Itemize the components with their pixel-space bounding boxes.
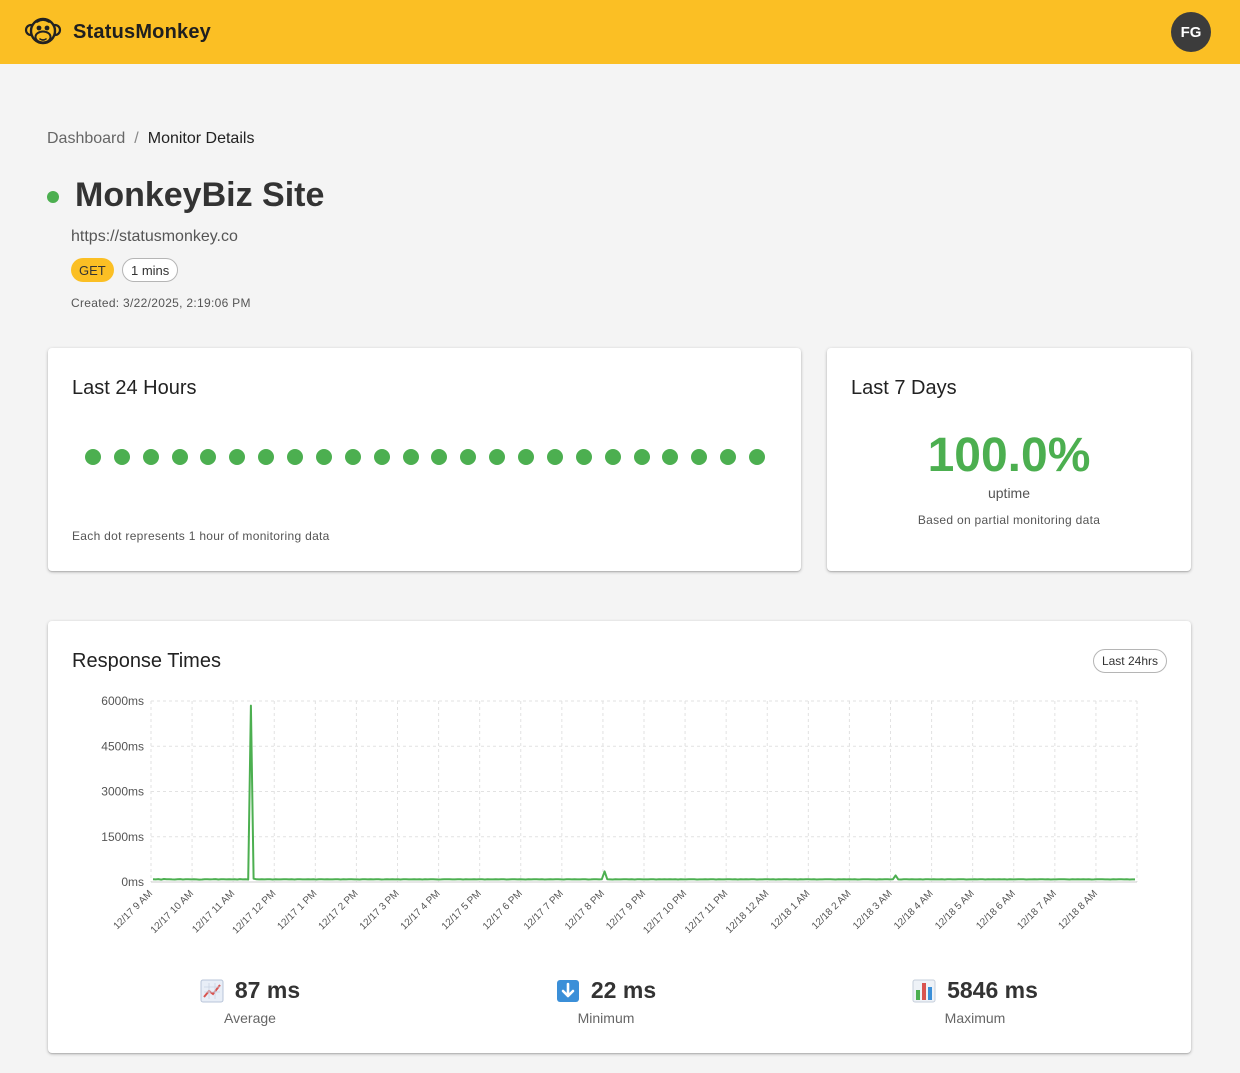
hour-status-dot[interactable]	[489, 449, 506, 465]
response-times-card: 0ms 1500ms 3000ms 4500ms 6000ms 12/17 9 AM 12/…	[48, 621, 1191, 1053]
y-tick-label: 4500ms	[101, 739, 144, 753]
check-interval-badge: 1 mins	[122, 258, 179, 282]
x-tick-label: 12/17 6 PM	[481, 888, 525, 932]
page-title: MonkeyBiz Site	[75, 176, 325, 214]
x-tick-label: 12/18 5 AM	[933, 888, 977, 932]
hour-status-dot[interactable]	[344, 449, 361, 465]
x-tick-label: 12/18 6 AM	[974, 888, 1018, 932]
created-timestamp: Created: 3/22/2025, 2:19:06 PM	[71, 296, 251, 310]
x-tick-label: 12/17 3 PM	[358, 888, 402, 932]
x-tick-label: 12/17 10 PM	[641, 888, 689, 936]
hour-status-dot[interactable]	[575, 449, 592, 465]
monkey-logo-icon	[24, 17, 62, 45]
x-tick-label: 12/18 1 AM	[769, 888, 813, 932]
x-tick-label: 12/17 9 AM	[112, 888, 156, 932]
y-tick-label: 1500ms	[101, 830, 144, 844]
hour-status-dot[interactable]	[85, 449, 101, 465]
x-tick-label: 12/17 4 PM	[399, 888, 443, 932]
hour-status-dot[interactable]	[142, 449, 159, 465]
hourly-status-dots	[85, 449, 765, 465]
breadcrumb-dashboard-link[interactable]: Dashboard	[47, 130, 126, 147]
hour-status-dot[interactable]	[633, 449, 650, 465]
x-tick-label: 12/18 3 AM	[851, 888, 895, 932]
bar-chart-icon	[912, 979, 936, 1002]
average-value: 87 ms	[234, 977, 301, 1003]
x-tick-label: 12/18 8 AM	[1056, 888, 1100, 932]
x-tick-label: 12/17 12 PM	[230, 888, 278, 936]
uptime-note: Based on partial monitoring data	[917, 513, 1101, 527]
x-tick-label: 12/17 5 PM	[440, 888, 484, 932]
user-avatar[interactable]: FG	[1171, 12, 1211, 52]
breadcrumb-separator: /	[134, 130, 139, 147]
chart-increasing-icon	[200, 979, 224, 1002]
hour-status-dot[interactable]	[402, 449, 419, 465]
hour-status-dot[interactable]	[200, 449, 217, 465]
average-label: Average	[224, 1010, 276, 1026]
hour-status-dot[interactable]	[749, 449, 765, 465]
down-arrow-icon	[556, 979, 579, 1002]
last-7-days-card: Last 7 Days 100.0% uptime Based on parti…	[827, 348, 1191, 571]
hour-status-dot[interactable]	[691, 449, 708, 465]
stat-average: 87 ms Average	[140, 977, 360, 1026]
hour-status-dot[interactable]	[171, 449, 188, 465]
breadcrumb: Dashboard / Monitor Details	[47, 130, 254, 148]
hour-status-dot[interactable]	[287, 449, 304, 465]
hour-status-dot[interactable]	[229, 449, 246, 465]
hour-status-dot[interactable]	[315, 449, 332, 465]
last-24-hours-card: Last 24 Hours Each dot represents 1 hour…	[48, 348, 801, 571]
y-tick-label: 0ms	[121, 875, 144, 889]
minimum-label: Minimum	[577, 1010, 635, 1026]
x-tick-label: 12/17 8 PM	[563, 888, 607, 932]
hour-status-dot[interactable]	[720, 449, 737, 465]
response-times-title: Response Times	[72, 650, 221, 672]
hour-status-dot[interactable]	[460, 449, 477, 465]
stat-maximum: 5846 ms Maximum	[865, 977, 1085, 1026]
y-tick-label: 6000ms	[101, 694, 144, 708]
y-tick-label: 3000ms	[101, 785, 144, 799]
hour-status-dot[interactable]	[604, 449, 621, 465]
http-method-badge: GET	[71, 258, 114, 282]
maximum-value: 5846 ms	[947, 977, 1038, 1003]
x-tick-label: 12/17 9 PM	[604, 888, 648, 932]
response-time-series-line	[152, 704, 1135, 881]
stat-minimum: 22 ms Minimum	[496, 977, 716, 1026]
time-range-chip[interactable]: Last 24hrs	[1092, 649, 1167, 673]
uptime-label: uptime	[987, 485, 1031, 501]
last-24-hours-title: Last 24 Hours	[72, 377, 197, 399]
hour-status-dot[interactable]	[113, 449, 130, 465]
x-tick-label: 12/17 2 PM	[317, 888, 361, 932]
x-tick-label: 12/18 4 AM	[892, 888, 936, 932]
monitor-status-indicator	[47, 191, 59, 203]
x-tick-label: 12/17 7 PM	[522, 888, 566, 932]
x-tick-label: 12/18 12 AM	[724, 888, 771, 935]
hour-status-dot[interactable]	[662, 449, 679, 465]
app-header: StatusMonkey FG	[0, 0, 1240, 64]
maximum-label: Maximum	[944, 1010, 1006, 1026]
hour-status-dot[interactable]	[518, 449, 535, 465]
hour-status-dot[interactable]	[258, 449, 275, 465]
x-tick-label: 12/18 2 AM	[810, 888, 854, 932]
hour-status-dot[interactable]	[431, 449, 448, 465]
breadcrumb-current: Monitor Details	[147, 130, 255, 147]
last-7-days-title: Last 7 Days	[851, 377, 957, 399]
x-tick-label: 12/17 10 AM	[149, 888, 196, 935]
brand[interactable]: StatusMonkey	[24, 14, 211, 50]
monitor-url: https://statusmonkey.co	[71, 228, 238, 245]
minimum-value: 22 ms	[590, 977, 657, 1003]
x-tick-label: 12/17 1 PM	[276, 888, 320, 932]
app-name: StatusMonkey	[73, 20, 211, 43]
hour-status-dot[interactable]	[373, 449, 390, 465]
dots-caption: Each dot represents 1 hour of monitoring…	[72, 529, 330, 543]
uptime-percentage: 100.0%	[927, 429, 1091, 482]
hour-status-dot[interactable]	[546, 449, 563, 465]
x-tick-label: 12/18 7 AM	[1015, 888, 1059, 932]
